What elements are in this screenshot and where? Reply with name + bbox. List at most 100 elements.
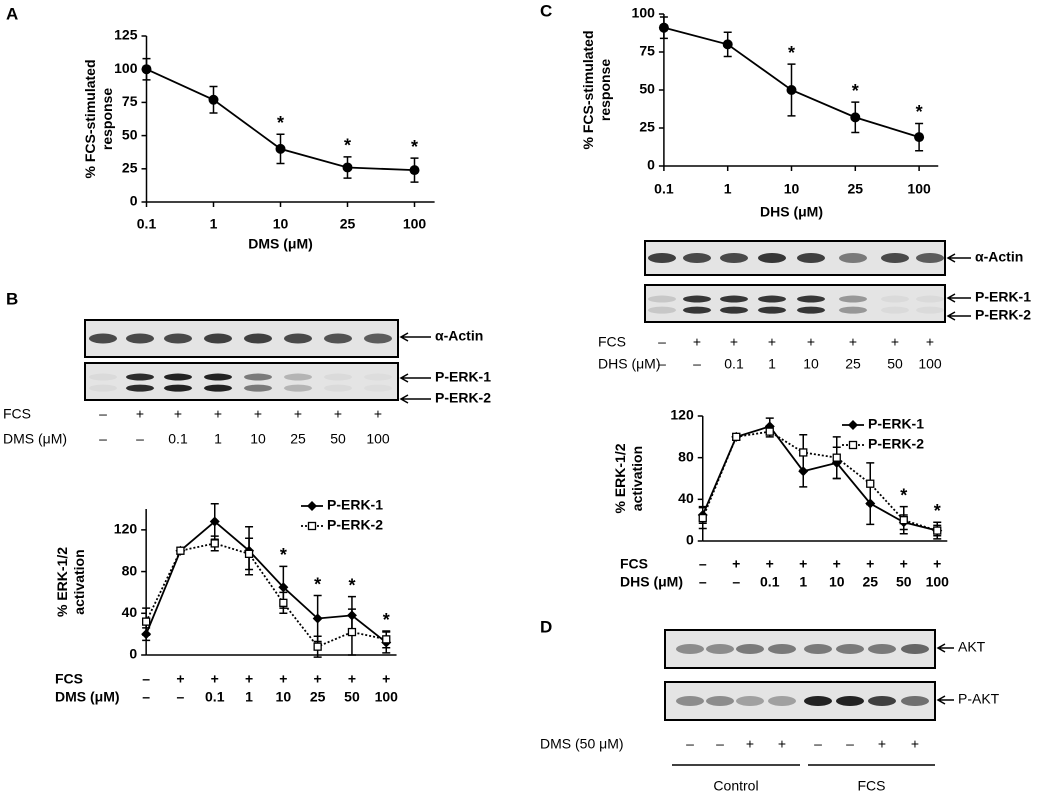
arrow xyxy=(936,695,954,705)
x-tick-label: – xyxy=(142,689,150,705)
x-tick-label: + xyxy=(314,671,322,687)
y-tick-label: 120 xyxy=(670,407,694,423)
point xyxy=(722,39,733,50)
point xyxy=(347,627,357,637)
significance-marker: * xyxy=(916,102,923,122)
y-tick-label: 80 xyxy=(678,448,694,464)
significance-marker: * xyxy=(314,574,321,594)
blot-band xyxy=(676,644,704,654)
y-tick-label: 40 xyxy=(678,490,694,506)
series-line xyxy=(701,430,938,532)
blot-band xyxy=(804,696,832,706)
point xyxy=(307,501,317,511)
x-tick-label: 50 xyxy=(896,574,912,590)
condition-value: + xyxy=(374,406,382,422)
y-tick-label: 0 xyxy=(130,193,138,209)
blot-band xyxy=(676,696,704,706)
blot-band xyxy=(797,306,825,314)
point xyxy=(209,516,220,527)
condition-value: + xyxy=(136,406,144,422)
panel-label: C xyxy=(540,1,552,20)
blot-band xyxy=(364,385,392,392)
blot-band xyxy=(126,384,154,392)
x-tick-label: 10 xyxy=(276,689,292,705)
x-tick-label: + xyxy=(732,556,740,572)
significance-marker: * xyxy=(383,610,390,630)
condition-value: + xyxy=(849,334,857,350)
point xyxy=(342,162,353,173)
x-tick-label: 10 xyxy=(273,216,289,232)
x-tick-label: 1 xyxy=(210,216,218,232)
condition-value: 50 xyxy=(330,431,346,447)
condition-value: – xyxy=(658,356,666,372)
blot-band xyxy=(648,306,676,314)
y-axis-label: response xyxy=(99,88,115,150)
point xyxy=(698,513,707,523)
x-tick-label: + xyxy=(766,556,774,572)
condition-value: – xyxy=(99,406,107,422)
blot-band xyxy=(839,253,867,263)
point xyxy=(933,526,942,535)
x-tick-label: + xyxy=(866,556,874,572)
blot-band xyxy=(89,384,117,392)
significance-marker: * xyxy=(852,81,859,101)
blot-label: P-ERK-2 xyxy=(975,307,1031,323)
panel-label: B xyxy=(6,289,18,308)
y-axis-label: % FCS-stimulated xyxy=(82,59,98,178)
y-axis-label: % ERK-1/2 xyxy=(612,443,628,513)
blot-band xyxy=(758,253,786,263)
arrow xyxy=(946,253,971,263)
point xyxy=(799,448,808,457)
x-tick-label: – xyxy=(699,574,707,590)
condition-value: – xyxy=(99,431,107,447)
point xyxy=(848,440,858,450)
blot-label: P-AKT xyxy=(958,691,1000,707)
y-axis-label: % ERK-1/2 xyxy=(54,547,70,617)
condition-value: 10 xyxy=(250,431,266,447)
panel-label: D xyxy=(540,617,552,636)
condition-value: – xyxy=(693,356,701,372)
blot-band xyxy=(284,373,312,381)
significance-marker: * xyxy=(280,545,287,565)
y-tick-label: 100 xyxy=(114,60,138,76)
y-tick-label: 0 xyxy=(129,646,137,662)
significance-marker: * xyxy=(348,575,355,595)
x-tick-label: + xyxy=(279,671,287,687)
arrow xyxy=(946,311,971,321)
y-tick-label: 75 xyxy=(639,43,655,59)
blot-band xyxy=(164,333,192,344)
condition-value: + xyxy=(334,406,342,422)
y-axis-label: response xyxy=(597,59,613,121)
blot-band xyxy=(284,333,312,344)
group-label: Control xyxy=(713,778,758,794)
blot-band xyxy=(736,696,764,706)
blot-band xyxy=(364,374,392,381)
blot-band xyxy=(839,306,867,314)
blot-band xyxy=(839,295,867,303)
x-tick-label: 1 xyxy=(799,574,807,590)
legend-label: P-ERK-2 xyxy=(327,517,383,533)
x-tick-label: 1 xyxy=(724,181,732,197)
point xyxy=(409,165,420,176)
blot-label: P-ERK-1 xyxy=(975,289,1031,305)
y-tick-label: 100 xyxy=(632,5,656,21)
x-tick-label: 0.1 xyxy=(137,216,157,232)
blot-band xyxy=(868,696,896,706)
point xyxy=(765,427,774,436)
condition-value: – xyxy=(716,736,724,752)
x-tick-label: 10 xyxy=(829,574,845,590)
point xyxy=(141,64,152,75)
x-row-label: DHS (μM) xyxy=(620,574,683,590)
x-tick-label: 100 xyxy=(907,181,931,197)
condition-value: + xyxy=(778,736,786,752)
point xyxy=(244,549,254,558)
blot-band xyxy=(720,253,748,263)
condition-value: + xyxy=(768,334,776,350)
x-tick-label: + xyxy=(933,556,941,572)
blot-band xyxy=(720,306,748,314)
blot-band xyxy=(797,295,825,303)
significance-marker: * xyxy=(411,137,418,157)
x-row-label: DMS (μM) xyxy=(55,689,120,705)
y-tick-label: 0 xyxy=(647,157,655,173)
condition-label: DHS (μM) xyxy=(598,356,661,372)
